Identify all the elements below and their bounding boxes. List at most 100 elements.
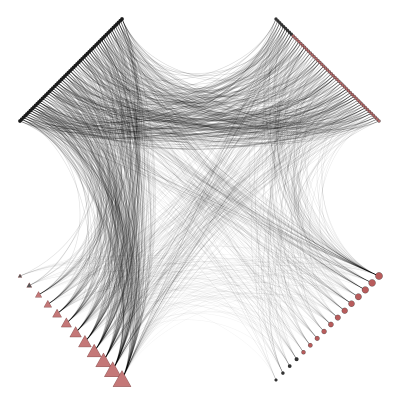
edge xyxy=(47,93,304,353)
edge xyxy=(97,43,353,129)
edge xyxy=(31,84,343,134)
edge xyxy=(109,30,311,106)
edge xyxy=(66,47,305,324)
edge xyxy=(69,70,135,381)
edge xyxy=(93,22,137,352)
lower-left-node xyxy=(78,334,92,348)
edge xyxy=(103,18,138,362)
lower-right-node xyxy=(308,343,313,348)
edge xyxy=(69,70,332,117)
edge xyxy=(114,25,303,109)
edge xyxy=(93,101,361,352)
edge xyxy=(56,25,127,315)
edge xyxy=(23,117,112,324)
edge xyxy=(50,89,131,381)
edge xyxy=(45,94,380,277)
edge xyxy=(23,117,108,315)
edge xyxy=(47,86,104,305)
edge xyxy=(21,119,124,371)
edge xyxy=(33,106,116,362)
edge xyxy=(118,22,334,119)
edge xyxy=(19,120,125,362)
edge xyxy=(84,290,284,374)
edge xyxy=(84,18,141,343)
edge xyxy=(29,246,380,286)
edge xyxy=(57,77,336,122)
edge xyxy=(116,24,305,82)
edge xyxy=(112,49,307,371)
edge xyxy=(37,103,141,381)
edge xyxy=(84,32,141,343)
edge xyxy=(85,55,349,112)
edge xyxy=(121,120,380,381)
edge xyxy=(99,39,298,100)
edge xyxy=(64,75,132,381)
edge xyxy=(112,39,298,371)
edge xyxy=(85,55,140,371)
edge xyxy=(113,24,282,89)
edge xyxy=(44,96,345,311)
edge xyxy=(304,71,366,291)
edge xyxy=(109,30,300,91)
edge xyxy=(19,120,332,325)
lower-right-node xyxy=(334,314,341,321)
edge xyxy=(103,33,292,362)
edge xyxy=(88,51,138,352)
edge xyxy=(38,29,125,296)
edge xyxy=(102,37,302,97)
edge xyxy=(84,60,319,343)
edge xyxy=(49,91,132,381)
edge xyxy=(94,46,366,291)
edge xyxy=(75,27,138,333)
edge xyxy=(47,72,110,305)
edge xyxy=(90,18,277,81)
edge xyxy=(103,86,345,362)
edge xyxy=(114,25,380,131)
edge xyxy=(75,20,136,333)
edge xyxy=(121,35,294,381)
edge xyxy=(66,256,380,324)
edge xyxy=(52,87,133,371)
edge xyxy=(81,58,328,107)
edge xyxy=(21,90,349,138)
lower-left-node xyxy=(95,352,112,367)
edge xyxy=(47,48,116,305)
edge xyxy=(76,63,338,318)
edge xyxy=(80,60,119,352)
edge xyxy=(111,26,284,74)
edge xyxy=(66,74,366,291)
edge xyxy=(35,105,123,362)
edge xyxy=(103,310,304,362)
edge xyxy=(42,98,107,305)
edge xyxy=(64,75,338,318)
edge xyxy=(76,63,357,132)
edge xyxy=(35,105,290,367)
edge xyxy=(28,112,96,315)
edge xyxy=(275,69,328,367)
edge xyxy=(50,88,347,120)
lower-left-node xyxy=(52,308,62,318)
edge xyxy=(84,44,131,343)
edge xyxy=(112,92,351,371)
edge xyxy=(106,22,281,90)
edge xyxy=(31,108,100,315)
edge xyxy=(114,25,153,381)
edge xyxy=(262,18,325,332)
edge xyxy=(38,37,296,296)
edge xyxy=(19,75,100,277)
edge xyxy=(37,43,302,123)
edge xyxy=(56,75,334,123)
edge xyxy=(112,83,342,371)
edge xyxy=(47,271,338,318)
edge xyxy=(81,41,300,102)
edge xyxy=(273,47,352,304)
edge xyxy=(93,39,140,352)
edge xyxy=(28,112,139,381)
edge xyxy=(40,100,132,371)
edge xyxy=(45,67,326,130)
edge xyxy=(106,34,352,304)
edge xyxy=(107,32,366,291)
edge xyxy=(81,58,124,352)
edge xyxy=(88,51,143,371)
edge xyxy=(88,33,292,94)
